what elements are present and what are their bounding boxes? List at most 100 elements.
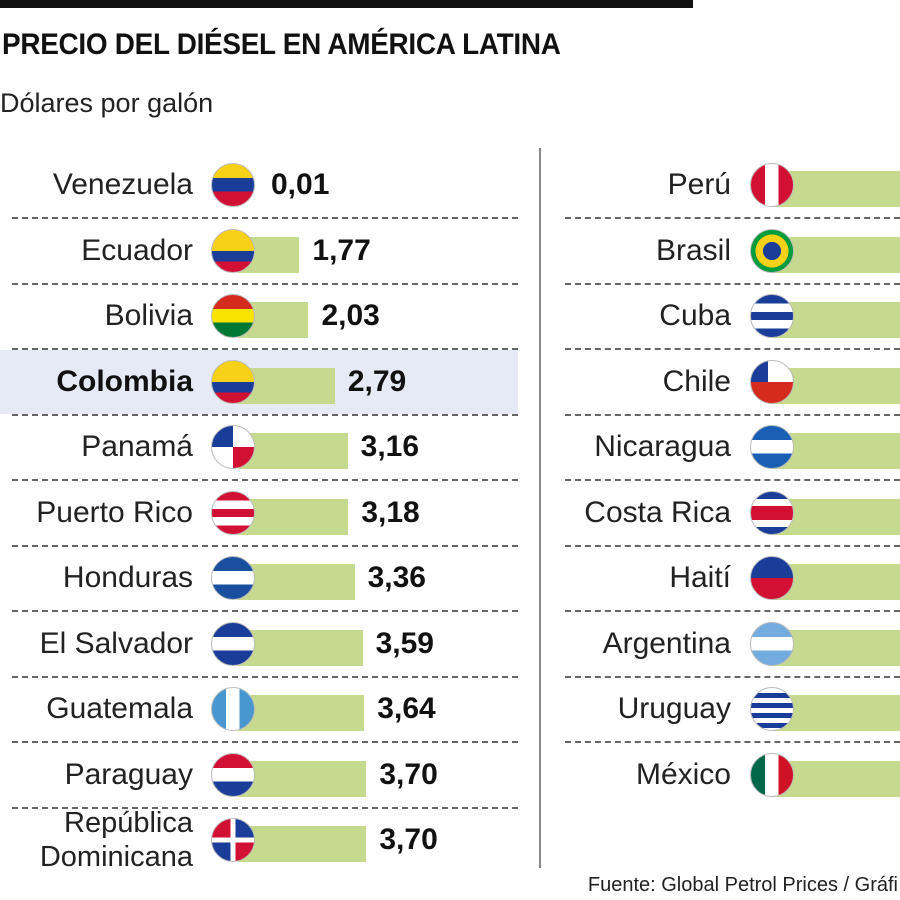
flag-chile-icon [750,359,794,404]
bar-row-peru: Perú [541,153,900,217]
flag-haiti-icon [750,556,794,600]
value-label: 3,16 [360,430,420,463]
value-label: 3,70 [379,757,438,791]
value-label: 2,79 [347,364,407,398]
flag-republica-dominicana-icon [211,818,255,862]
bar-row-el-salvador: El Salvador 3,59 [0,612,518,676]
flag-paraguay-icon [211,752,255,797]
category-label: El Salvador [39,626,193,660]
bar [773,171,900,207]
bar-row-brasil: Brasil [541,219,900,283]
row-separator [565,741,900,743]
bar [238,564,355,600]
category-label: Brasil [655,233,731,267]
bar-row-panama: Panamá 3,16 [0,415,518,479]
bar-row-nicaragua: Nicaragua [541,415,900,479]
bar-row-colombia: Colombia 2,79 [0,349,518,414]
category-label: Uruguay [617,692,731,725]
category-label: Colombia [56,364,193,398]
bar-row-paraguay: Paraguay 3,70 [0,743,518,807]
bar [238,433,348,469]
bar-row-republica-dominicana: República Dominicana 3,70 [0,807,518,873]
row-separator [12,806,518,809]
row-separator [565,544,900,547]
bar [773,367,900,404]
bar [773,236,900,273]
flag-argentina-icon [750,621,794,666]
row-separator [565,675,900,678]
bar [238,826,367,862]
row-separator [12,348,518,350]
bar [773,564,900,600]
category-label: Ecuador [81,233,193,267]
bar-row-costa-rica: Costa Rica [541,481,900,545]
value-label: 3,36 [367,561,426,594]
flag-puerto-rico-icon [211,490,255,535]
bar-row-haiti: Haití [541,546,900,610]
flag-ecuador-icon [211,228,255,273]
category-label: Chile [662,364,731,398]
row-separator [12,544,518,547]
bar-row-bolivia: Bolivia 2,03 [0,284,518,348]
bar-row-guatemala: Guatemala 3,64 [0,677,518,741]
bar [773,302,900,338]
row-separator [565,413,900,416]
row-separator [565,282,900,285]
category-label: Honduras [62,561,193,594]
row-separator [12,610,518,612]
row-separator [565,610,900,612]
value-label: 1,77 [312,233,371,267]
bar [238,695,365,731]
bar [773,629,900,666]
category-label: Puerto Rico [36,495,193,529]
category-label: Cuba [659,299,731,332]
column-divider [539,148,541,868]
value-label: 3,59 [375,626,434,660]
flag-cuba-icon [750,294,794,338]
value-label: 0,01 [271,168,330,201]
row-separator [12,413,518,416]
category-label: República Dominicana [39,807,193,873]
category-label: Nicaragua [594,430,731,463]
bar [238,760,367,797]
value-label: 3,64 [377,692,436,725]
flag-el-salvador-icon [211,621,255,666]
flag-nicaragua-icon [750,425,794,469]
bar-row-honduras: Honduras 3,36 [0,546,518,610]
row-separator [12,741,518,743]
row-separator [565,479,900,481]
category-label: México [635,757,731,791]
flag-guatemala-icon [211,687,255,731]
bar-row-mexico: México [541,743,900,807]
flag-bolivia-icon [211,294,255,338]
flag-peru-icon [750,163,794,207]
category-label: Paraguay [64,757,193,791]
bar-row-puerto-rico: Puerto Rico 3,18 [0,481,518,545]
value-label: 3,70 [379,823,438,856]
category-label: Bolivia [104,299,193,332]
row-separator [12,282,518,285]
row-separator [12,217,518,219]
bar [773,695,900,731]
flag-mexico-icon [750,752,794,797]
flag-panama-icon [211,425,255,469]
flag-venezuela-icon [211,163,255,207]
category-label: Argentina [602,626,731,660]
row-separator [12,675,518,678]
bar [773,433,900,469]
bar-row-cuba: Cuba [541,284,900,348]
chart-title: PRECIO DEL DIÉSEL EN AMÉRICA LATINA [2,28,561,61]
category-label: Costa Rica [584,495,731,529]
flag-colombia-icon [211,359,255,404]
bar [773,760,900,797]
bar [773,498,900,535]
bar-row-uruguay: Uruguay [541,677,900,741]
category-label: Guatemala [46,692,193,725]
category-label: Panamá [81,430,193,463]
flag-uruguay-icon [750,687,794,731]
category-label: Perú [667,168,731,201]
flag-brasil-icon [750,228,794,273]
flag-costa-rica-icon [750,490,794,535]
value-label: 2,03 [321,299,380,332]
top-rule [0,0,693,8]
